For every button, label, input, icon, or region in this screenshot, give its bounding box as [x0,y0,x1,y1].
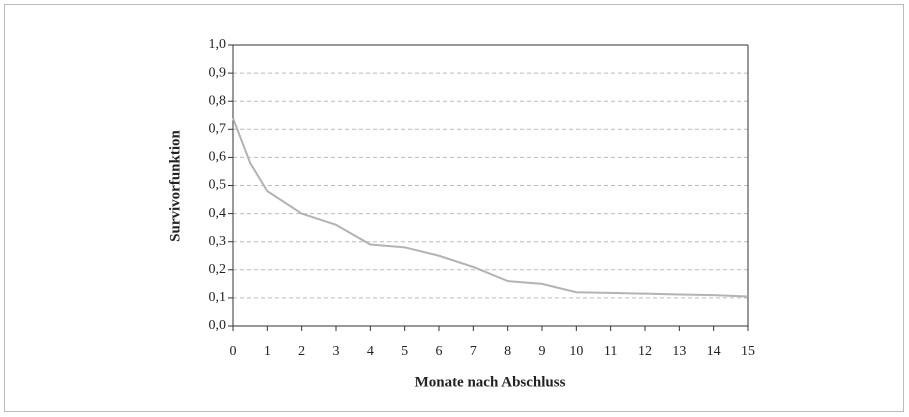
x-tick-label: 4 [367,344,374,359]
y-tick-label: 0,0 [209,318,227,333]
x-tick-label: 15 [741,344,755,359]
x-tick-label: 3 [333,344,340,359]
x-tick-label: 8 [504,344,511,359]
x-axis-label: Monate nach Abschluss [415,374,566,390]
x-tick-label: 7 [470,344,477,359]
x-tick-label: 9 [539,344,546,359]
y-tick-label: 0,9 [209,65,227,80]
y-tick-label: 0,5 [209,178,227,193]
x-tick-label: 12 [638,344,652,359]
y-tick-label: 0,1 [209,290,227,305]
x-tick-label: 13 [672,344,686,359]
frame [4,4,904,412]
y-tick-label: 0,3 [209,234,227,249]
y-axis-label: Survivorfunktion [167,129,183,241]
x-tick-label: 14 [707,344,721,359]
x-tick-label: 2 [298,344,305,359]
x-tick-label: 1 [264,344,271,359]
y-tick-label: 0,2 [209,262,227,277]
x-tick-label: 5 [401,344,408,359]
series-line [232,117,749,298]
y-tick-label: 0,4 [209,206,227,221]
x-tick-label: 6 [436,344,443,359]
x-tick-label: 11 [604,344,617,359]
y-tick-label: 0,7 [209,122,227,137]
y-tick-label: 1,0 [209,37,227,52]
x-tick-label: 0 [230,344,237,359]
x-tick-label: 10 [569,344,583,359]
y-tick-label: 0,6 [209,150,227,165]
y-tick-label: 0,8 [209,93,227,108]
